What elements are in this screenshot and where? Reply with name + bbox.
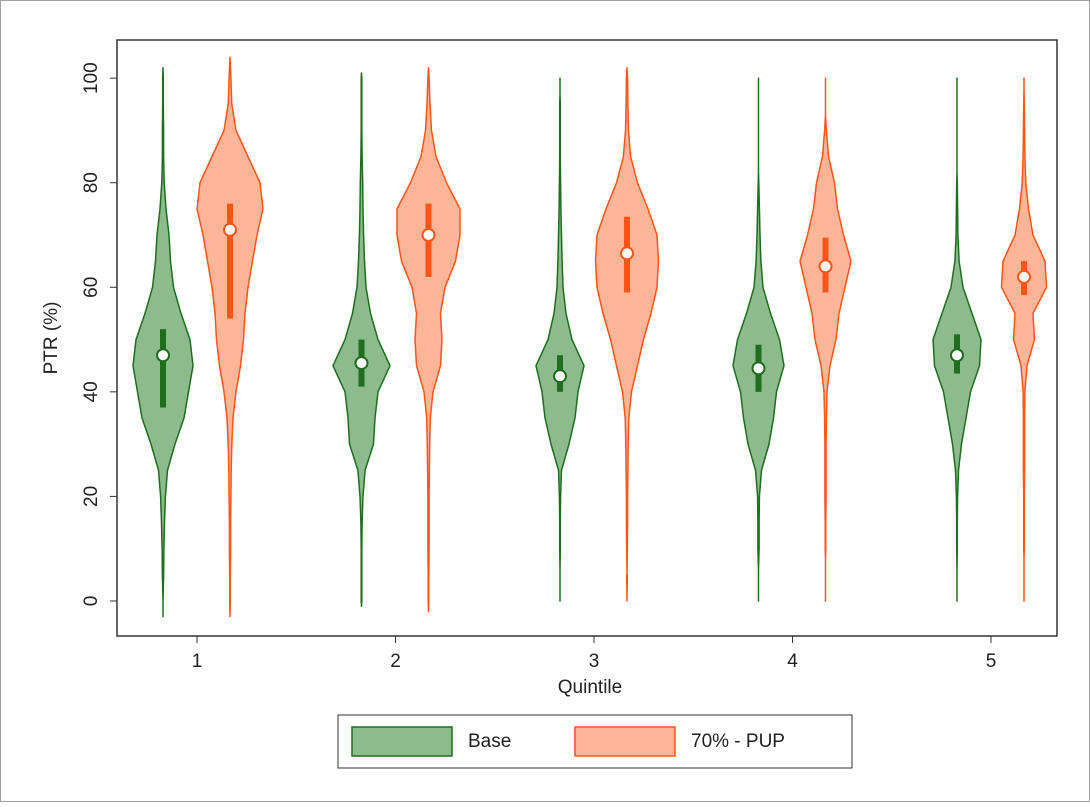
median — [156, 348, 170, 363]
legend-label: Base — [468, 731, 511, 752]
median — [751, 361, 766, 376]
x-tick-label: 5 — [986, 651, 997, 672]
violin — [396, 66, 461, 613]
legend-swatch — [574, 726, 676, 757]
x-axis-title: Quintile — [558, 677, 622, 698]
violin — [799, 77, 852, 602]
y-tick-label: 80 — [81, 172, 102, 193]
y-tick-label: 60 — [81, 277, 102, 298]
x-tick-label: 1 — [192, 651, 203, 672]
x-tick-label: 2 — [390, 651, 401, 672]
legend-label: 70% - PUP — [691, 731, 785, 752]
violin — [196, 56, 264, 618]
y-tick-label: 40 — [81, 381, 102, 402]
violin — [1000, 77, 1048, 602]
y-tick-label: 20 — [81, 486, 102, 507]
median — [223, 222, 237, 237]
median — [818, 259, 833, 274]
y-axis-title: PTR (%) — [41, 302, 62, 375]
violin — [332, 72, 391, 607]
plot-area — [116, 39, 1058, 637]
median — [620, 246, 634, 261]
median — [354, 356, 369, 371]
x-tick-label: 4 — [787, 651, 798, 672]
violin — [594, 66, 660, 602]
y-tick-label: 100 — [81, 62, 102, 94]
violin — [732, 77, 785, 602]
y-tick-label: 0 — [81, 596, 102, 607]
violin — [535, 77, 585, 602]
x-tick-label: 3 — [589, 651, 600, 672]
median — [421, 228, 436, 243]
legend-swatch — [351, 726, 453, 757]
median — [553, 369, 567, 384]
median — [1017, 269, 1031, 284]
median — [950, 348, 964, 363]
